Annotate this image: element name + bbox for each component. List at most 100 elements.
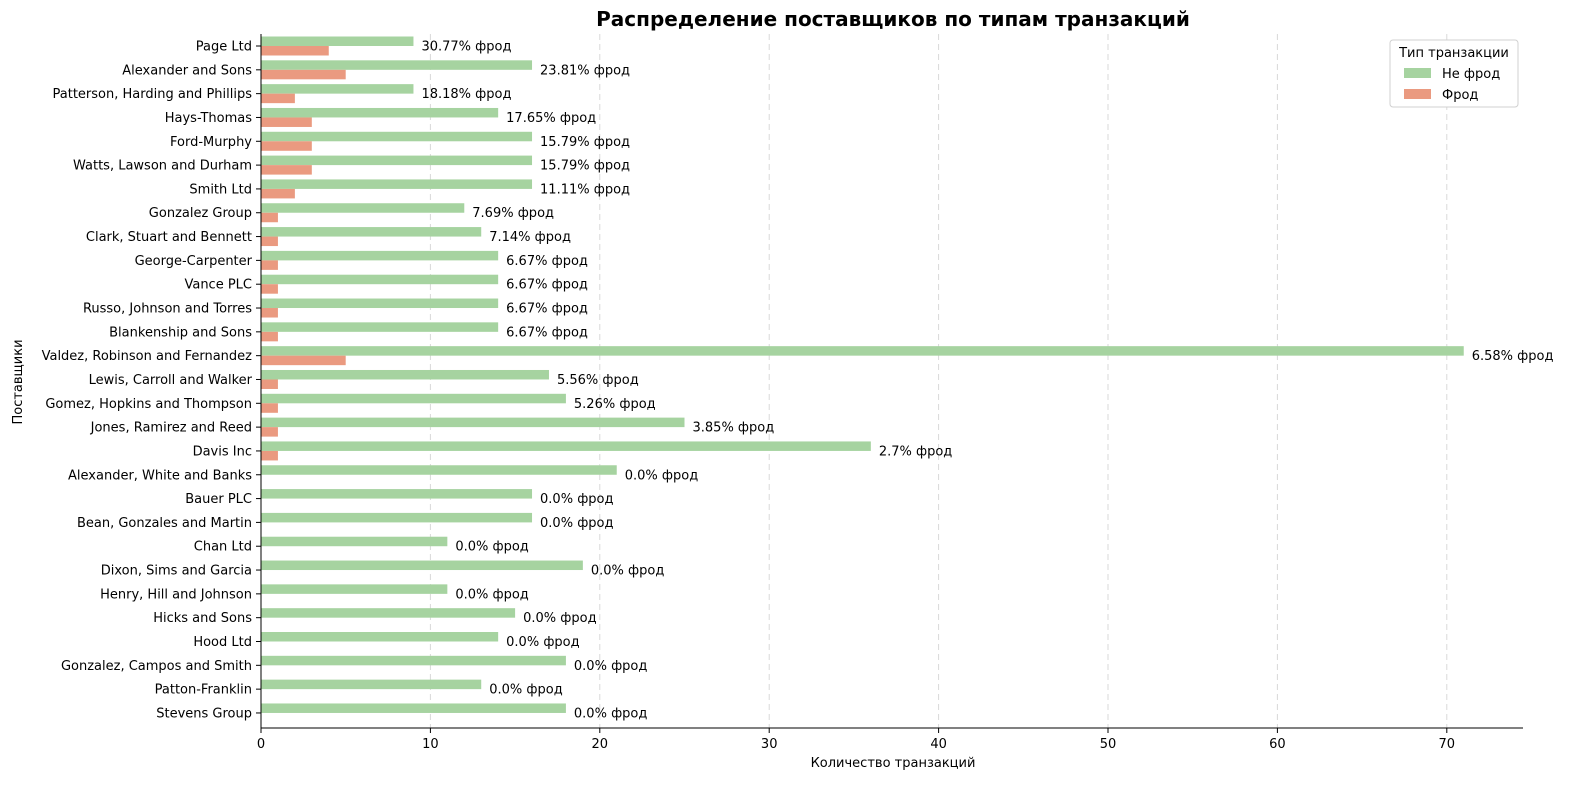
bar-not-fraud [261, 84, 414, 94]
bar-not-fraud [261, 536, 448, 547]
bar-annotation: 23.81% фрод [540, 63, 630, 78]
bar-annotation: 0.0% фрод [489, 683, 562, 698]
bar-fraud [261, 355, 346, 366]
x-tick-label: 0 [257, 737, 265, 752]
y-tick-label: Stevens Group [156, 706, 252, 721]
bar-fraud [261, 308, 278, 318]
legend-label-not-fraud: Не фрод [1442, 67, 1500, 82]
y-tick-label: Valdez, Robinson and Fernandez [42, 349, 253, 364]
bar-not-fraud [261, 465, 617, 475]
y-tick-label: Dixon, Sims and Garcia [101, 564, 252, 579]
legend: Тип транзакции Не фрод Фрод [1389, 39, 1519, 108]
y-tick-label: Hood Ltd [193, 635, 252, 650]
bar-not-fraud [261, 703, 566, 713]
bar-fraud [261, 284, 278, 294]
bar-not-fraud [261, 560, 583, 571]
legend-swatch-fraud [1404, 89, 1431, 99]
x-axis-ticks: 0 10 20 30 40 50 60 70 [257, 728, 1455, 752]
bar-annotation: 2.7% фрод [879, 444, 952, 459]
y-tick-label: Clark, Stuart and Bennett [86, 230, 252, 245]
bar-annotation: 7.69% фрод [472, 206, 554, 221]
bar-not-fraud [261, 393, 566, 404]
bar-not-fraud [261, 250, 499, 261]
bar-annotation: 0.0% фрод [591, 564, 664, 579]
bar-not-fraud [261, 322, 499, 332]
bar-fraud [261, 260, 278, 270]
bar-not-fraud [261, 655, 566, 666]
chart-title: Распределение поставщиков по типам транз… [596, 7, 1190, 31]
y-tick-label: Smith Ltd [189, 182, 252, 197]
bar-not-fraud [261, 131, 533, 142]
bar-annotations: 30.77% фрод 23.81% фрод 18.18% фрод 17.65% … [421, 40, 1553, 722]
y-tick-label: Gonzalez, Campos and Smith [61, 659, 252, 674]
y-tick-label: Gomez, Hopkins and Thompson [45, 397, 252, 412]
bar-not-fraud [261, 608, 516, 618]
bars [261, 36, 1464, 713]
y-tick-label: Lewis, Carroll and Walker [89, 373, 253, 388]
x-grid [429, 34, 1448, 728]
bar-not-fraud [261, 155, 533, 166]
bar-annotation: 0.0% фрод [455, 587, 528, 602]
y-tick-label: Patterson, Harding and Phillips [53, 87, 253, 102]
bar-annotation: 15.79% фрод [540, 135, 630, 150]
bar-annotation: 5.56% фрод [557, 373, 639, 388]
y-tick-label: Henry, Hill and Johnson [100, 587, 252, 602]
bar-fraud [261, 93, 295, 104]
bar-annotation: 18.18% фрод [421, 87, 511, 102]
bar-not-fraud [261, 584, 448, 594]
bar-not-fraud [261, 441, 871, 451]
bar-annotation: 7.14% фрод [489, 230, 571, 245]
bar-not-fraud [261, 179, 533, 189]
bar-annotation: 0.0% фрод [455, 540, 528, 555]
y-tick-label: Blankenship and Sons [109, 325, 252, 340]
bar-not-fraud [261, 298, 499, 309]
bar-fraud [261, 165, 312, 175]
x-tick-label: 70 [1439, 737, 1456, 752]
bar-fraud [261, 69, 346, 80]
bar-not-fraud [261, 227, 482, 237]
y-tick-label: Russo, Johnson and Torres [83, 302, 252, 317]
y-tick-label: Gonzalez Group [149, 206, 252, 221]
bar-not-fraud [261, 36, 414, 46]
bar-annotation: 6.67% фрод [506, 278, 588, 293]
y-tick-label: George-Carpenter [135, 254, 253, 269]
bar-fraud [261, 236, 278, 247]
bar-fraud [261, 403, 278, 413]
y-tick-label: Jones, Ramirez and Reed [90, 421, 252, 436]
legend-swatch-not-fraud [1404, 68, 1431, 78]
x-axis-label: Количество транзакций [811, 756, 976, 771]
y-tick-label: Bauer PLC [185, 492, 252, 507]
y-tick-label: Vance PLC [184, 278, 252, 293]
bar-fraud [261, 427, 278, 437]
bar-annotation: 3.85% фрод [693, 421, 775, 436]
bar-annotation: 15.79% фрод [540, 159, 630, 174]
bar-not-fraud [261, 369, 549, 380]
y-tick-label: Davis Inc [193, 444, 252, 459]
bar-fraud [261, 141, 312, 151]
bar-annotation: 17.65% фрод [506, 111, 596, 126]
bar-annotation: 6.67% фрод [506, 254, 588, 269]
bar-not-fraud [261, 203, 465, 213]
bar-not-fraud [261, 60, 533, 70]
x-tick-label: 60 [1269, 737, 1286, 752]
bar-not-fraud [261, 632, 499, 642]
y-tick-label: Hicks and Sons [153, 611, 252, 626]
x-tick-label: 20 [592, 737, 609, 752]
bar-not-fraud [261, 274, 499, 285]
bar-annotation: 0.0% фрод [574, 706, 647, 721]
legend-label-fraud: Фрод [1442, 88, 1478, 103]
bar-fraud [261, 117, 312, 127]
bar-not-fraud [261, 107, 499, 118]
legend-title: Тип транзакции [1398, 46, 1509, 61]
y-tick-label: Page Ltd [196, 40, 252, 55]
bar-fraud [261, 379, 278, 389]
bar-annotation: 0.0% фрод [574, 659, 647, 674]
x-tick-label: 50 [1100, 737, 1117, 752]
bar-not-fraud [261, 489, 533, 499]
bar-annotation: 6.67% фрод [506, 325, 588, 340]
bar-annotation: 0.0% фрод [540, 492, 613, 507]
y-tick-label: Bean, Gonzales and Martin [77, 516, 252, 531]
x-tick-label: 10 [422, 737, 439, 752]
bar-not-fraud [261, 679, 482, 690]
y-tick-label: Alexander, White and Banks [68, 468, 252, 483]
